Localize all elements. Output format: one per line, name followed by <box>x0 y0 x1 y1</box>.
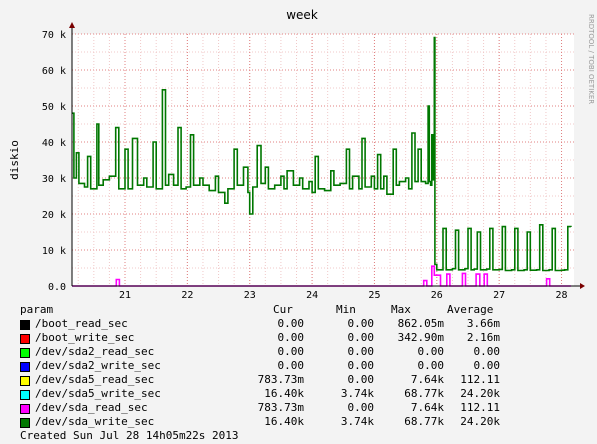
x-tick-label: 26 <box>431 290 443 300</box>
legend-cur: 0.00 <box>277 359 305 372</box>
legend-swatch <box>20 404 30 414</box>
legend-label: /dev/sda2_read_sec <box>35 345 155 358</box>
legend-max: 7.64k <box>410 373 444 386</box>
legend-header-max: Max <box>391 303 411 316</box>
legend-cur: 0.00 <box>277 345 305 358</box>
legend-label: /boot_write_sec <box>35 331 135 344</box>
legend-avg: 3.66m <box>466 317 500 330</box>
legend-cur: 783.73m <box>257 401 304 414</box>
legend-row: /boot_read_sec 0.00 0.00 862.05m 3.66m <box>0 317 597 331</box>
legend-max: 0.00 <box>417 345 445 358</box>
legend-label: /dev/sda2_write_sec <box>35 359 161 372</box>
legend-cur: 783.73m <box>257 373 304 386</box>
legend-header-param: param <box>20 303 54 316</box>
legend-avg: 24.20k <box>460 415 500 428</box>
legend-max: 68.77k <box>404 415 444 428</box>
legend-row: /dev/sda2_write_sec 0.00 0.00 0.00 0.00 <box>0 359 597 373</box>
y-axis-arrow <box>69 22 75 28</box>
legend-label: /dev/sda5_write_sec <box>35 387 161 400</box>
chart-title: week <box>286 8 318 22</box>
y-tick-label: 40 k <box>42 138 66 149</box>
legend-avg: 2.16m <box>466 331 500 344</box>
legend-label: /boot_read_sec <box>35 317 128 330</box>
y-tick-label: 20 k <box>42 210 66 221</box>
y-tick-label: 0.0 <box>48 282 66 293</box>
y-tick-label: 10 k <box>42 246 66 257</box>
legend-swatch <box>20 390 30 400</box>
legend-max: 862.05m <box>397 317 444 330</box>
x-tick-label: 23 <box>244 290 256 300</box>
watermark: RRDTOOL / TOBI OETIKER <box>587 14 595 104</box>
legend-cur: 16.40k <box>264 415 304 428</box>
axes <box>69 22 585 289</box>
legend-cur: 0.00 <box>277 331 305 344</box>
legend-min: 0.00 <box>347 359 375 372</box>
legend-avg: 0.00 <box>473 359 501 372</box>
legend-swatch <box>20 348 30 358</box>
legend-min: 0.00 <box>347 317 375 330</box>
x-axis-arrow <box>580 283 585 289</box>
y-tick-label: 30 k <box>42 174 66 185</box>
x-tick-label: 25 <box>368 290 380 300</box>
legend-swatch <box>20 418 30 428</box>
legend-min: 3.74k <box>340 387 374 400</box>
legend-min: 0.00 <box>347 373 375 386</box>
legend-swatch <box>20 334 30 344</box>
x-tick-label: 24 <box>306 290 318 300</box>
legend-avg: 0.00 <box>473 345 501 358</box>
legend-min: 0.00 <box>347 331 375 344</box>
series-group <box>72 36 572 287</box>
legend-avg: 112.11 <box>460 401 500 414</box>
x-tick-label: 27 <box>493 290 505 300</box>
legend-row: /dev/sda5_write_sec 16.40k 3.74k 68.77k 24.2… <box>0 387 597 401</box>
legend-row: /dev/sda_read_sec 783.73m 0.00 7.64k 112.11 <box>0 401 597 415</box>
legend-header-min: Min <box>336 303 356 316</box>
legend-row: /dev/sda_write_sec 16.40k 3.74k 68.77k 24.20… <box>0 415 597 429</box>
legend-cur: 16.40k <box>264 387 304 400</box>
chart: 0.0 10 k 20 k 30 k 40 k 50 k 60 k 70 k 21 22 23 24 2… <box>8 8 595 300</box>
legend-avg: 112.11 <box>460 373 500 386</box>
legend-header-average: Average <box>447 303 494 316</box>
legend-min: 3.74k <box>340 415 374 428</box>
series-line <box>72 265 571 287</box>
legend-swatch <box>20 376 30 386</box>
x-tick-label: 22 <box>181 290 193 300</box>
legend-min: 0.00 <box>347 401 375 414</box>
legend-cur: 0.00 <box>277 317 305 330</box>
y-tick-label: 60 k <box>42 66 66 77</box>
legend-max: 68.77k <box>404 387 444 400</box>
legend-row: /dev/sda5_read_sec 783.73m 0.00 7.64k 112.11 <box>0 373 597 387</box>
created-timestamp: Created Sun Jul 28 14h05m22s 2013 <box>20 429 239 442</box>
series-line <box>72 36 572 272</box>
legend-min: 0.00 <box>347 345 375 358</box>
legend-max: 342.90m <box>397 331 444 344</box>
legend-swatch <box>20 362 30 372</box>
legend-swatch <box>20 320 30 330</box>
legend-max: 0.00 <box>417 359 445 372</box>
y-tick-label: 50 k <box>42 102 66 113</box>
y-axis-label: diskio <box>8 140 21 180</box>
legend-max: 7.64k <box>410 401 444 414</box>
legend-row: /dev/sda2_read_sec 0.00 0.00 0.00 0.00 <box>0 345 597 359</box>
y-tick-label: 70 k <box>42 30 66 41</box>
tick-labels: 0.0 10 k 20 k 30 k 40 k 50 k 60 k 70 k 21 22 23 24 2… <box>42 30 568 300</box>
x-tick-label: 28 <box>556 290 568 300</box>
legend-header-cur: Cur <box>273 303 293 316</box>
legend-label: /dev/sda_write_sec <box>35 415 155 428</box>
legend-avg: 24.20k <box>460 387 500 400</box>
x-tick-label: 21 <box>119 290 131 300</box>
legend-label: /dev/sda_read_sec <box>35 401 148 414</box>
legend-row: /boot_write_sec 0.00 0.00 342.90m 2.16m <box>0 331 597 345</box>
legend-label: /dev/sda5_read_sec <box>35 373 155 386</box>
